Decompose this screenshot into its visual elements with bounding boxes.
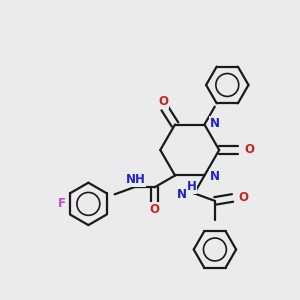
Text: O: O: [158, 95, 168, 108]
Text: O: O: [150, 203, 160, 216]
Text: O: O: [238, 191, 248, 205]
Text: N: N: [210, 169, 220, 183]
Text: N: N: [210, 117, 220, 130]
Text: NH: NH: [126, 173, 146, 186]
Text: F: F: [58, 197, 66, 210]
Text: N: N: [177, 188, 187, 201]
Text: O: O: [244, 143, 254, 157]
Text: H: H: [187, 180, 197, 194]
